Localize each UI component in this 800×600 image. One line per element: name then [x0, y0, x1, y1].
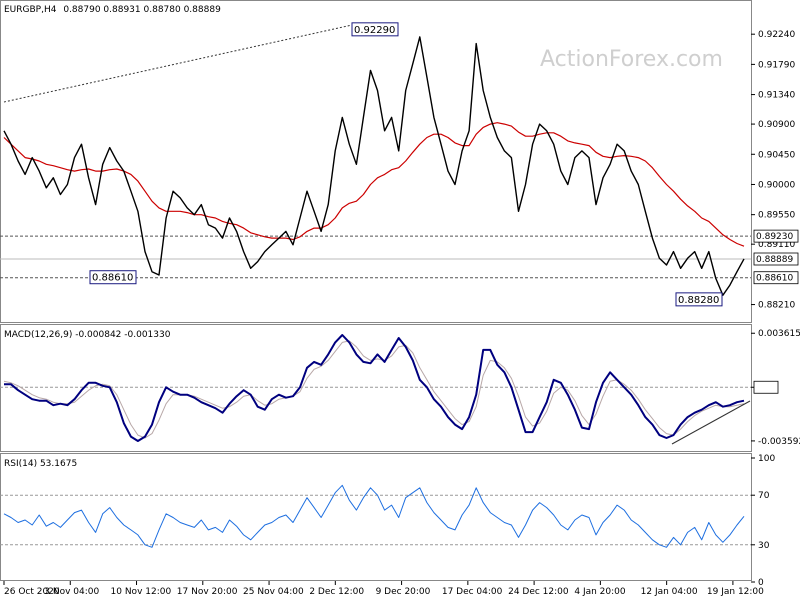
rsi-panel-header: RSI(14) 53.1675	[4, 459, 77, 469]
date-tick-label: 19 Jan 12:00	[707, 587, 764, 597]
price-level-box	[753, 252, 799, 266]
date-tick-label: 26 Oct 2020	[4, 587, 60, 597]
date-tick-label: 4 Jan 20:00	[574, 587, 626, 597]
price-annotation-label: 0.92290	[354, 25, 395, 36]
price-annotation-box	[89, 270, 137, 285]
price-level-label: 0.89230	[756, 232, 793, 242]
price-tick-label: 0.92240	[758, 30, 795, 40]
price-tick-label: 0.90000	[758, 180, 795, 190]
macd-tick-label: 0.003615	[758, 329, 800, 339]
price-tick-label: 0.91790	[758, 60, 795, 70]
price-level-box	[753, 229, 799, 243]
price-tick-label: 0.88210	[758, 301, 795, 311]
price-series-group	[3, 36, 745, 296]
date-tick-label: 3 Nov 04:00	[44, 587, 99, 597]
price-annotation-box	[675, 292, 723, 307]
date-tick-label: 24 Dec 12:00	[508, 587, 569, 597]
rsi-line	[3, 484, 745, 548]
macd-series-group	[0, 334, 751, 445]
price-panel-frame	[0, 0, 752, 323]
rsi-panel-frame	[0, 453, 752, 581]
date-tick-label: 10 Nov 12:00	[111, 587, 172, 597]
ohlc-values: 0.88790 0.88931 0.88780 0.88889	[63, 5, 221, 15]
date-tick-label: 25 Nov 04:00	[243, 587, 304, 597]
macd-main-line	[4, 334, 745, 442]
price-line	[3, 36, 745, 296]
rsi-tick-label: 0	[758, 578, 764, 588]
macd-panel-header: MACD(12,26,9) -0.000842 -0.001330	[4, 330, 171, 340]
price-level-label: 0.88610	[756, 274, 793, 284]
macd-signal-line	[3, 340, 745, 439]
price-tick-label: 0.90900	[758, 120, 795, 130]
price-annotations: 0.92290 0.88610 0.88280	[89, 22, 723, 307]
upper-trend-line	[3, 24, 353, 103]
watermark: ActionForex.com	[540, 47, 723, 72]
price-annotation-box	[351, 22, 399, 37]
price-panel-header: EURGBP,H4 0.88790 0.88931 0.88780 0.8888…	[4, 5, 221, 15]
price-annotation-label: 0.88280	[678, 295, 719, 306]
axis-labels: 0.92240 0.91790 0.91340 0.90900 0.90450 0.900…	[3, 30, 800, 597]
date-tick-label: 2 Dec 12:00	[309, 587, 364, 597]
rsi-series-group	[0, 484, 751, 548]
symbol-label: EURGBP,H4	[4, 5, 57, 15]
macd-zero-box	[753, 380, 779, 394]
price-level-label: 0.88889	[756, 255, 793, 265]
moving-average-line	[3, 122, 745, 247]
price-tick-label: 0.90450	[758, 150, 795, 160]
macd-panel-frame	[0, 324, 752, 452]
macd-trend-line	[671, 400, 751, 445]
price-tick-label: 0.91340	[758, 91, 795, 101]
price-level-box	[753, 271, 799, 285]
rsi-tick-label: 70	[758, 491, 770, 501]
rsi-tick-label: 30	[758, 541, 770, 551]
date-tick-label: 17 Nov 20:00	[177, 587, 238, 597]
price-annotation-label: 0.88610	[92, 273, 133, 284]
price-tick-label: 0.89110	[758, 240, 795, 250]
date-tick-label: 17 Dec 04:00	[442, 587, 503, 597]
date-tick-label: 9 Dec 20:00	[376, 587, 431, 597]
rsi-tick-label: 100	[758, 454, 775, 464]
macd-tick-label: -0.003592	[758, 437, 800, 447]
price-tick-label: 0.89550	[758, 211, 795, 221]
date-tick-label: 12 Jan 04:00	[641, 587, 698, 597]
